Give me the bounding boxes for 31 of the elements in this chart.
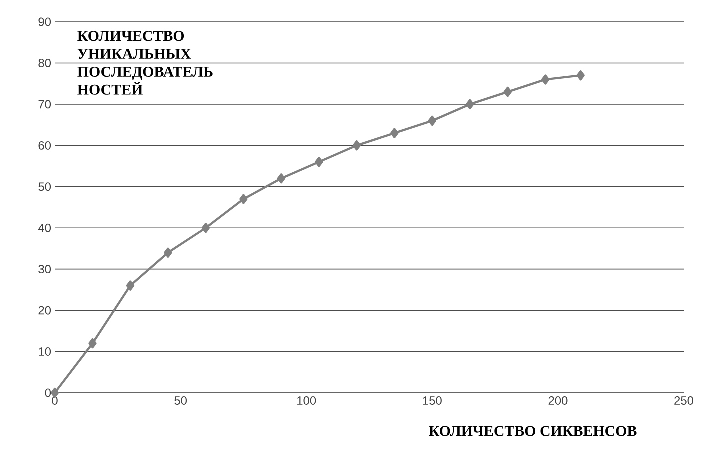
point bbox=[164, 248, 172, 258]
point bbox=[428, 116, 436, 126]
y-tick-label: 40 bbox=[38, 224, 52, 232]
y-tick-label: 80 bbox=[38, 58, 52, 68]
point bbox=[315, 157, 324, 168]
point bbox=[542, 74, 550, 85]
y-tick-label: 30 bbox=[38, 265, 52, 274]
y-tick-label: 10 bbox=[39, 348, 52, 356]
y-tick-label: 20 bbox=[38, 306, 52, 315]
point bbox=[504, 87, 512, 98]
point bbox=[466, 99, 474, 110]
x-tick-label: 50 bbox=[174, 396, 187, 405]
point bbox=[576, 70, 585, 81]
x-tick-label: 100 bbox=[298, 396, 316, 405]
point bbox=[88, 338, 97, 349]
point bbox=[126, 280, 135, 291]
y-axis-title: КОЛИЧЕСТВО УНИКАЛЬНЫХ ПОСЛЕДОВАТЕЛЬ НОСТЕЙ bbox=[78, 31, 213, 95]
y-tick-label: 90 bbox=[38, 18, 52, 26]
y-tick-label: 0 bbox=[45, 388, 52, 398]
point bbox=[277, 174, 286, 184]
point bbox=[202, 223, 210, 234]
x-tick-label: 250 bbox=[674, 396, 694, 405]
point bbox=[352, 140, 362, 151]
y-tick-label: 60 bbox=[38, 141, 52, 150]
x-axis-title: КОЛИЧЕСТВО СИКВЕНСОВ bbox=[429, 426, 637, 436]
point bbox=[240, 194, 248, 204]
y-tick-label: 70 bbox=[38, 100, 52, 109]
point bbox=[390, 128, 399, 138]
y-tick-label: 50 bbox=[38, 182, 52, 192]
x-tick-label: 150 bbox=[423, 396, 442, 405]
x-tick-label: 200 bbox=[548, 396, 568, 405]
